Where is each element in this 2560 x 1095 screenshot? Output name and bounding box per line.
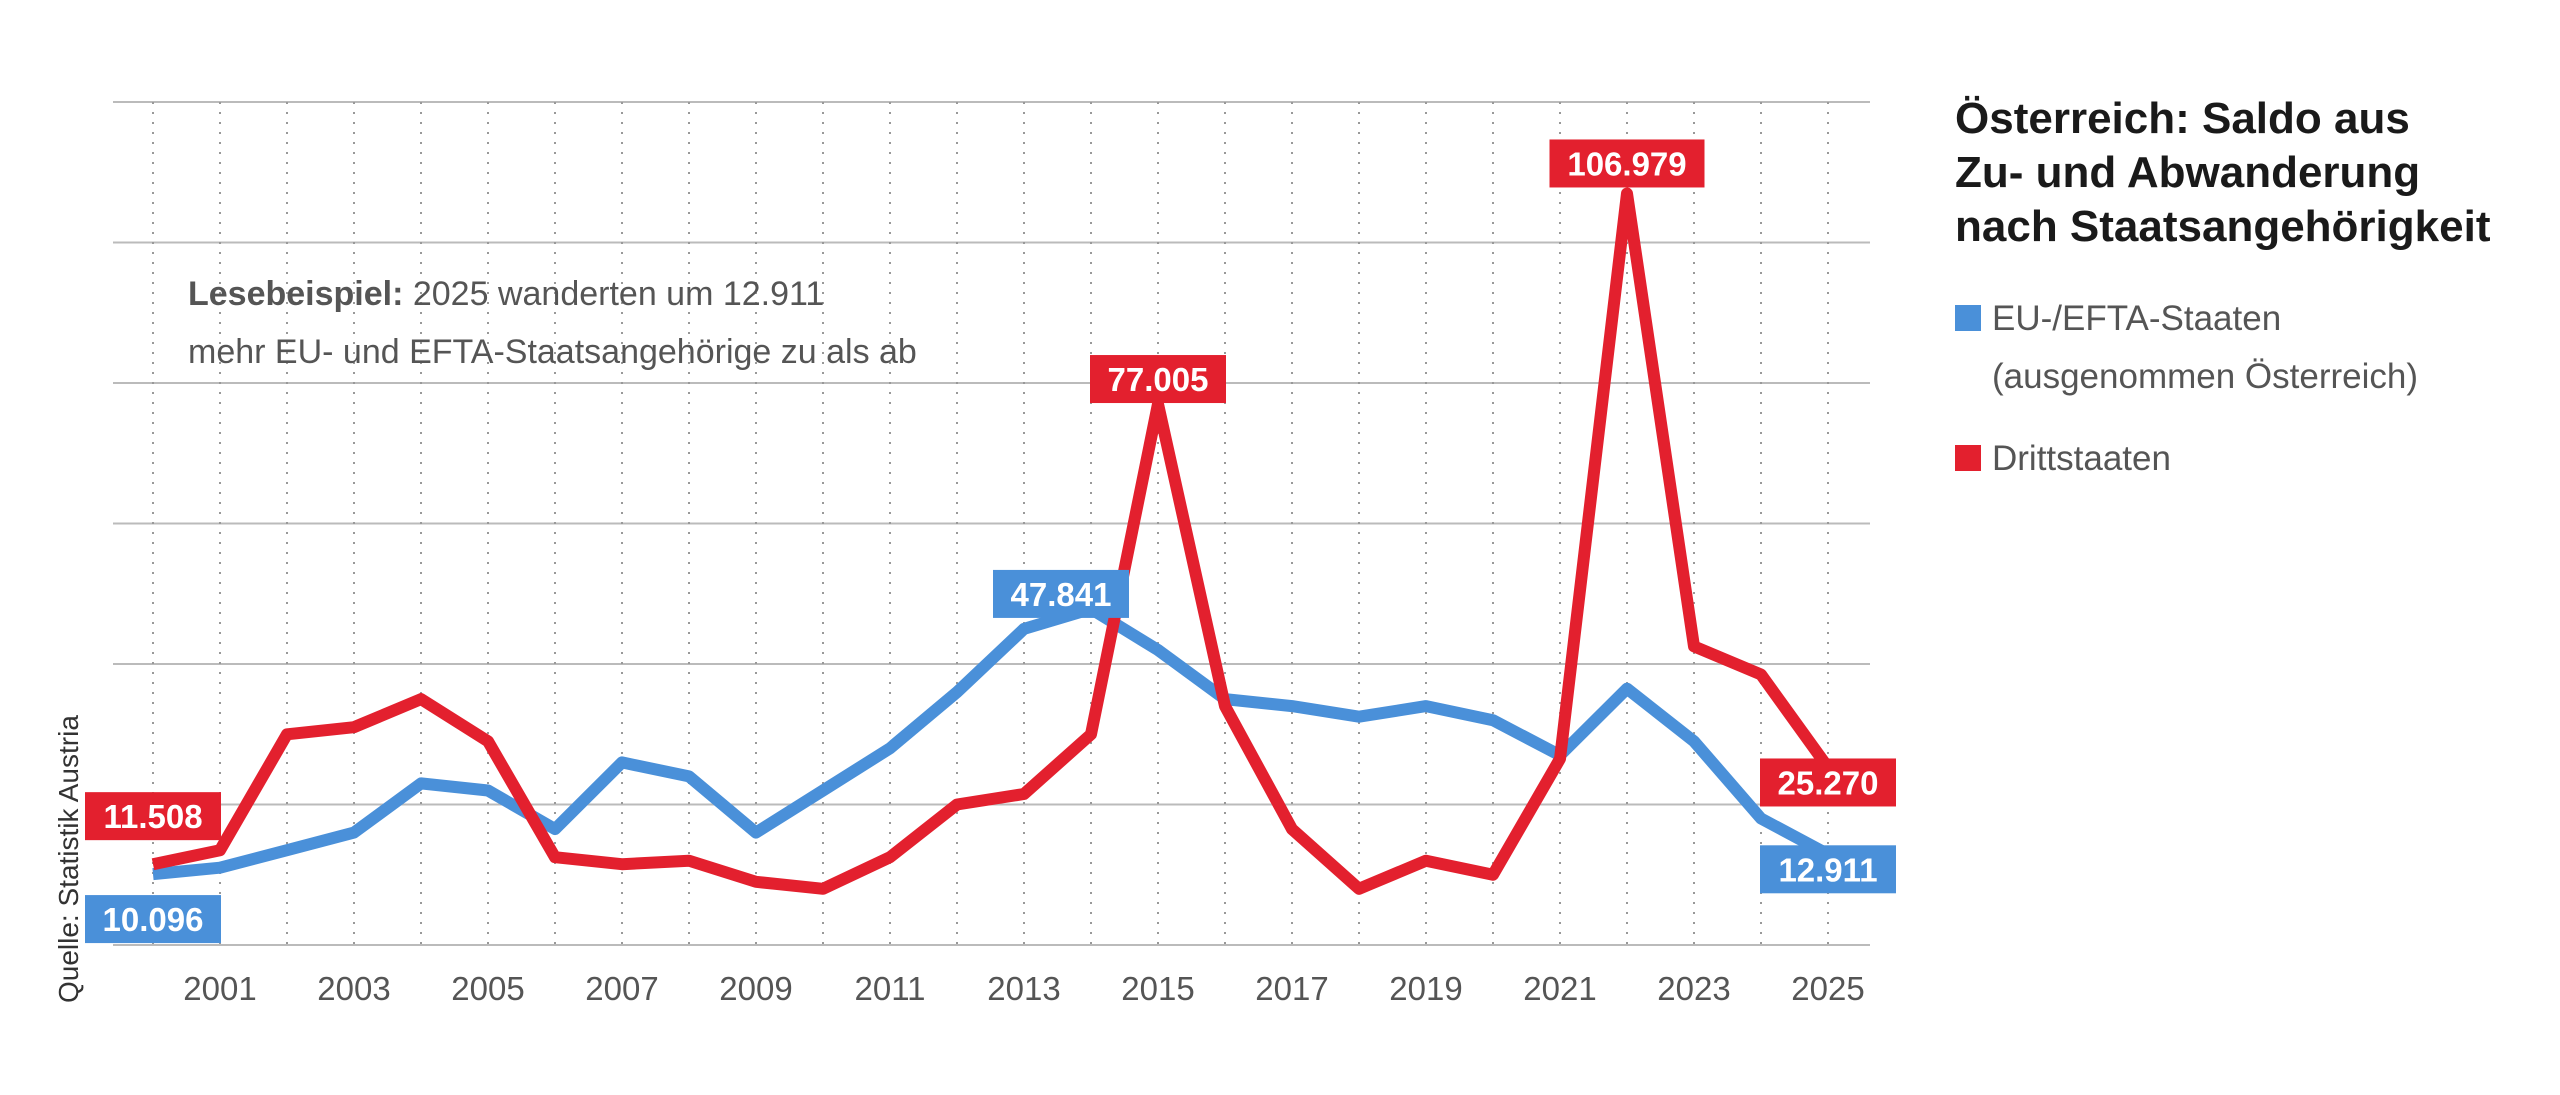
x-tick-label: 2019 (1389, 970, 1462, 1007)
legend-label-eu-line2: (ausgenommen Österreich) (1992, 357, 2418, 396)
x-tick-label: 2025 (1791, 970, 1864, 1007)
annotation-text-line2: mehr EU- und EFTA-Staatsangehörige zu al… (188, 333, 917, 371)
data-label-text: 77.005 (1108, 361, 1209, 398)
x-tick-label: 2003 (317, 970, 390, 1007)
data-label-third-2015: 77.005 (1090, 355, 1226, 404)
legend: EU-/EFTA-Staaten (ausgenommen Österreich… (1955, 290, 2418, 488)
data-label-text: 11.508 (103, 798, 202, 835)
x-tick-label: 2015 (1121, 970, 1194, 1007)
x-tick-label: 2001 (183, 970, 256, 1007)
series-line-third (151, 187, 1833, 895)
x-tick-label: 2011 (855, 970, 926, 1007)
chart-title: Österreich: Saldo aus Zu- und Abwanderun… (1955, 92, 2555, 254)
data-label-third-2025: 25.270 (1760, 758, 1896, 807)
title-line1: Österreich: Saldo aus (1955, 94, 2410, 143)
legend-label-eu-line1: EU-/EFTA-Staaten (1992, 299, 2282, 338)
data-label-eu-2000: 10.096 (85, 895, 221, 944)
legend-item-third: Drittstaaten (1955, 430, 2418, 488)
x-tick-label: 2023 (1657, 970, 1730, 1007)
data-label-box (1090, 355, 1226, 404)
data-label-box (85, 792, 221, 841)
data-label-eu-2025: 12.911 (1760, 845, 1896, 894)
legend-item-eu: EU-/EFTA-Staaten (ausgenommen Österreich… (1955, 290, 2418, 406)
data-label-text: 47.841 (1011, 576, 1112, 613)
x-tick-label: 2013 (987, 970, 1060, 1007)
data-label-text: 12.911 (1778, 851, 1877, 888)
x-tick-label: 2005 (451, 970, 524, 1007)
data-labels: 10.096 47.841 12.911 11.508 77.005 106.979 25.… (85, 139, 1896, 944)
data-label-box (85, 895, 221, 944)
title-line2: Zu- und Abwanderung (1955, 148, 2421, 197)
data-label-box (993, 569, 1129, 618)
legend-label-third: Drittstaaten (1992, 439, 2171, 478)
data-label-third-2022: 106.979 (1549, 139, 1705, 188)
data-label-box (1760, 758, 1896, 807)
legend-swatch-third (1955, 445, 1981, 471)
x-tick-label: 2009 (719, 970, 792, 1007)
data-label-text: 25.270 (1778, 764, 1879, 801)
data-label-third-2000: 11.508 (85, 792, 221, 841)
x-tick-label: 2021 (1523, 970, 1596, 1007)
reading-example-annotation: Lesebeispiel: 2025 wanderten um 12.911 m… (188, 265, 917, 381)
data-label-box (1760, 845, 1896, 894)
series-lines (151, 187, 1833, 895)
source-note: Quelle: Statistik Austria (53, 715, 84, 1003)
data-label-text: 106.979 (1567, 145, 1686, 182)
data-label-text: 10.096 (103, 901, 204, 938)
annotation-bold: Lesebeispiel: (188, 275, 404, 313)
annotation-text-line1: 2025 wanderten um 12.911 (403, 275, 825, 313)
data-label-eu-2014: 47.841 (993, 569, 1129, 618)
x-axis-tick-labels: 2001 2003 2005 2007 2009 2011 2013 2015 2017 2019… (183, 970, 1864, 1007)
x-tick-label: 2007 (585, 970, 658, 1007)
title-line3: nach Staatsangehörigkeit (1955, 202, 2491, 251)
series-line-eu (152, 602, 1831, 881)
data-label-box (1549, 139, 1705, 188)
legend-swatch-eu (1955, 305, 1981, 331)
x-tick-label: 2017 (1255, 970, 1328, 1007)
